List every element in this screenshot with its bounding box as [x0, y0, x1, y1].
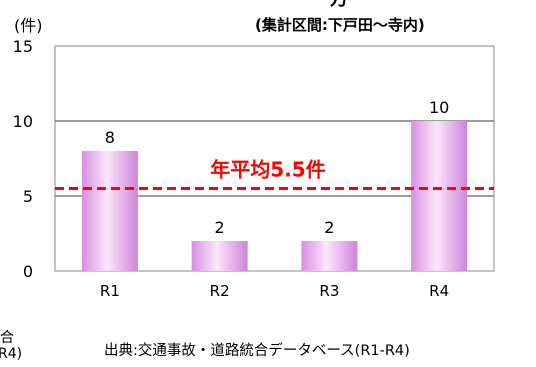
average-layer: 年平均5.5件	[55, 158, 494, 190]
bar-data-label: 2	[215, 218, 225, 237]
bar	[411, 121, 468, 271]
left-fragment-1: 合	[0, 330, 14, 346]
average-label: 年平均5.5件	[210, 158, 325, 182]
top-fragment: 万	[330, 0, 348, 11]
bars	[81, 121, 468, 271]
x-tick-label: R1	[100, 282, 120, 300]
x-tick-label: R3	[319, 282, 339, 300]
x-tick-labels: R1 R2 R3 R4	[100, 282, 449, 300]
left-fragment-2: R4)	[0, 346, 23, 362]
y-tick-labels: 0 5 10 15	[13, 37, 33, 281]
y-tick-label: 5	[23, 187, 33, 206]
bar	[191, 241, 248, 271]
x-tick-label: R2	[210, 282, 230, 300]
y-unit-label: (件)	[14, 16, 43, 35]
bar-data-label: 8	[105, 128, 115, 147]
bar-data-label: 10	[429, 98, 449, 117]
bar	[81, 151, 138, 271]
y-tick-label: 0	[23, 262, 33, 281]
y-tick-label: 10	[13, 112, 33, 131]
y-tick-label: 15	[13, 37, 33, 56]
source-note: 出典:交通事故・道路統合データベース(R1-R4)	[104, 343, 410, 359]
bar-data-label: 2	[324, 218, 334, 237]
x-tick-label: R4	[429, 282, 449, 300]
range-note: (集計区間:下戸田～寺内)	[255, 16, 425, 34]
bar-labels: 8 2 2 10	[105, 98, 450, 237]
bar	[301, 241, 358, 271]
